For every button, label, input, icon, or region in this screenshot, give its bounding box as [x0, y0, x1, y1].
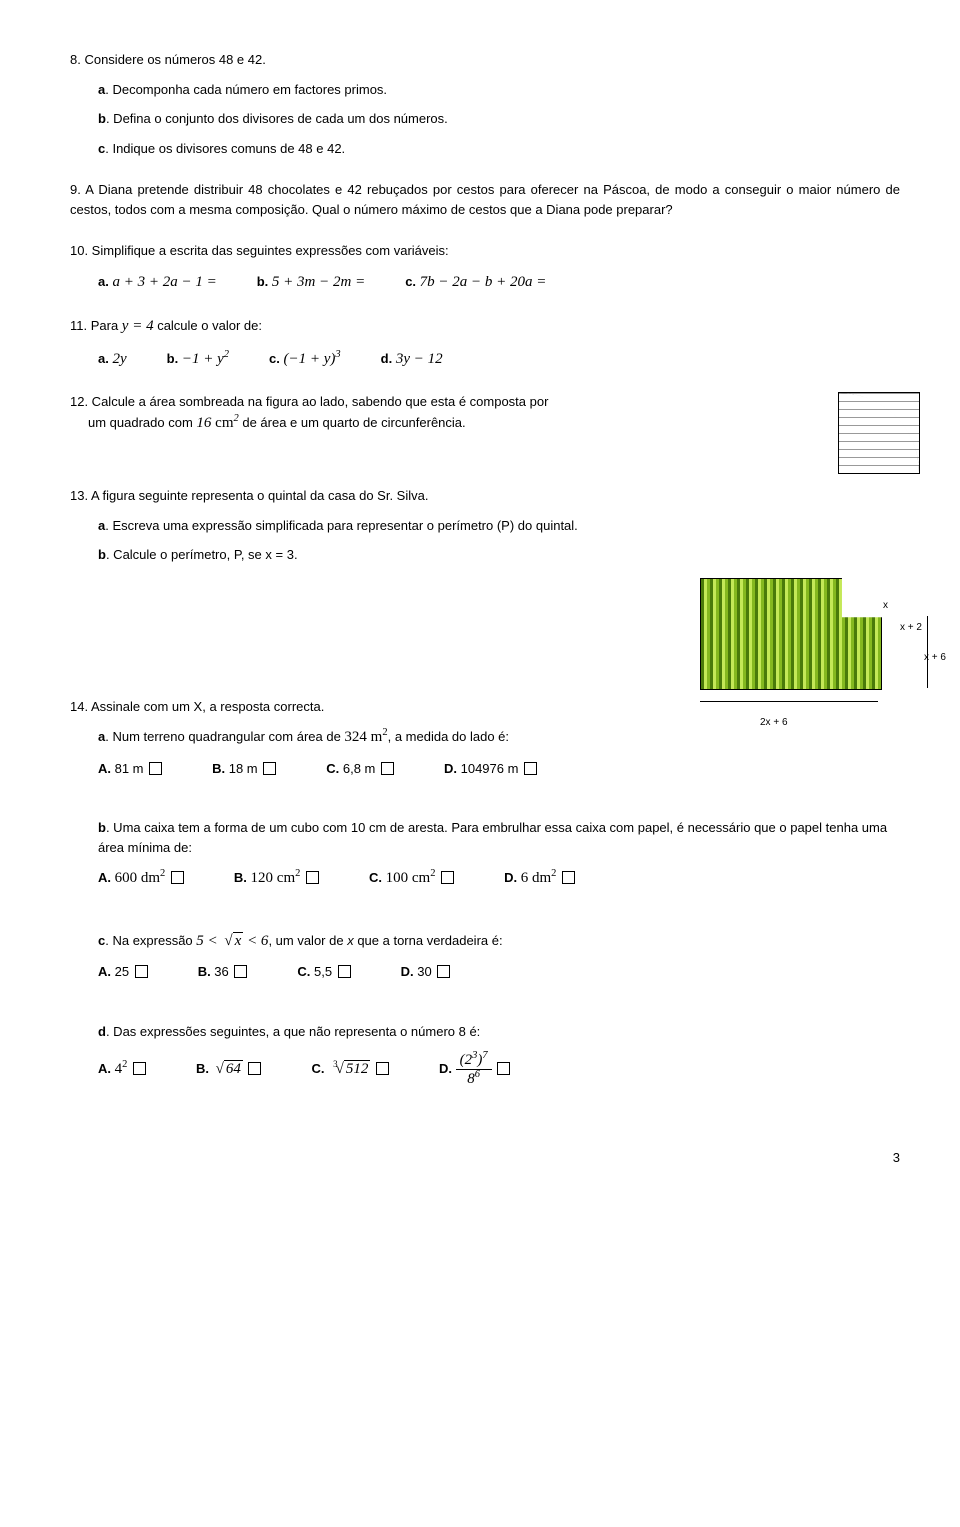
q13-head: 13. A figura seguinte representa o quint…: [70, 486, 900, 506]
q11-d: d. 3y − 12: [381, 348, 443, 371]
garden-arrow-right: [927, 616, 928, 688]
q11-subs: a. 2y b. −1 + y2 c. (−1 + y)3 d. 3y − 12: [98, 348, 900, 371]
question-10: 10. Simplifique a escrita das seguintes …: [70, 241, 900, 293]
q10-b-expr: 5 + 3m − 2m =: [272, 274, 365, 290]
garden-arrow-bottom: [700, 701, 878, 702]
q11-post: calcule o valor de:: [154, 318, 262, 333]
question-13: 13. A figura seguinte representa o quint…: [70, 486, 900, 565]
q14c-opt-d[interactable]: D. 30: [401, 962, 451, 982]
q14a-pre: a. Num terreno quadrangular com área de: [98, 729, 344, 744]
q14c-options: A. 25 B. 36 C. 5,5 D. 30: [98, 962, 900, 982]
q14a-opt-c[interactable]: C. 6,8 m: [326, 759, 394, 779]
q8-head: 8. Considere os números 48 e 42.: [70, 50, 900, 70]
sub-label: d.: [381, 351, 393, 366]
q13-b: b. Calcule o perímetro, P, se x = 3.: [98, 545, 900, 565]
garden-shape: [700, 578, 882, 690]
q14c-rad: x: [233, 932, 244, 949]
q12-line1: 12. Calcule a área sombreada na figura a…: [70, 392, 900, 412]
sub-label: a.: [98, 351, 109, 366]
q14d-opt-a[interactable]: A. 42: [98, 1058, 146, 1081]
sub-label: b: [98, 111, 106, 126]
q11-b-expr: −1 + y2: [182, 351, 229, 367]
q14b-options: A. 600 dm2 B. 120 cm2 C. 100 cm2 D. 6 dm…: [98, 867, 900, 890]
garden-label-x: x: [883, 598, 888, 613]
q14c-opt-a[interactable]: A. 25: [98, 962, 148, 982]
q14a-opt-a[interactable]: A. 81 m: [98, 759, 162, 779]
q14a-opt-d[interactable]: D. 104976 m: [444, 759, 537, 779]
q14a-options: A. 81 m B. 18 m C. 6,8 m D. 104976 m: [98, 759, 900, 779]
q14a-post: , a medida do lado é:: [388, 729, 509, 744]
sub-label: b: [98, 547, 106, 562]
q11-d-expr: 3y − 12: [396, 351, 443, 367]
q11-pre: 11. Para: [70, 318, 122, 333]
q11-b: b. −1 + y2: [167, 348, 229, 371]
q14b-opt-c[interactable]: C. 100 cm2: [369, 867, 454, 890]
q8-c: c. Indique os divisores comuns de 48 e 4…: [98, 139, 900, 159]
q10-c: c. 7b − 2a − b + 20a =: [405, 271, 546, 294]
sub-label: b: [98, 820, 106, 835]
garden-figure: x x + 2 x + 6 2x + 6: [700, 578, 920, 718]
question-12: 12. Calcule a área sombreada na figura a…: [70, 392, 900, 434]
q8-c-vis: . Indique os divisores comuns de 48 e 42…: [105, 141, 345, 156]
q11-c: c. (−1 + y)3: [269, 348, 341, 371]
sub-label: d: [98, 1024, 106, 1039]
q14d-options: A. 42 B. 64 C. 3512 D. (23)786: [98, 1051, 900, 1088]
q12-l2-pre: um quadrado com: [88, 415, 196, 430]
q14d-opt-b[interactable]: B. 64: [196, 1058, 261, 1081]
q9-text: 9. A Diana pretende distribuir 48 chocol…: [70, 180, 900, 219]
question-14: 14. Assinale com um X, a resposta correc…: [70, 697, 900, 1089]
q12-l2-post: de área e um quarto de circunferência.: [239, 415, 466, 430]
q13-a: a. Escreva uma expressão simplificada pa…: [98, 516, 900, 536]
q8-a-vis: . Decomponha cada número em factores pri…: [105, 82, 387, 97]
q11-eq: y = 4: [122, 318, 154, 334]
question-8: 8. Considere os números 48 e 42. aa. Dec…: [70, 50, 900, 158]
q12-line2: um quadrado com 16 cm2 de área e um quar…: [88, 412, 900, 435]
q10-head: 10. Simplifique a escrita das seguintes …: [70, 241, 900, 261]
q10-a-expr: a + 3 + 2a − 1 =: [112, 274, 216, 290]
q14b-opt-a[interactable]: A. 600 dm2: [98, 867, 184, 890]
q11-a-expr: 2y: [112, 351, 126, 367]
q14d-d-bot: 86: [456, 1070, 492, 1088]
sub-label: c.: [405, 274, 416, 289]
q14d-opt-d[interactable]: D. (23)786: [439, 1051, 510, 1088]
page-number: 3: [70, 1148, 900, 1168]
sub-label: b.: [167, 351, 179, 366]
q14d-d-top: (23)7: [456, 1051, 492, 1070]
question-11: 11. Para y = 4 calcule o valor de: a. 2y…: [70, 315, 900, 370]
garden-label-2xp6: 2x + 6: [760, 715, 788, 730]
garden-label-xp2: x + 2: [900, 620, 922, 635]
q14c-opt-c[interactable]: C. 5,5: [297, 962, 350, 982]
q11-a: a. 2y: [98, 348, 127, 371]
q8-a: aa. Decomponha cada número em factores p…: [98, 80, 900, 100]
q14d-c-rad: 512: [344, 1060, 371, 1077]
q14-b: b. Uma caixa tem a forma de um cubo com …: [98, 818, 900, 857]
q10-subs: a. a + 3 + 2a − 1 = b. 5 + 3m − 2m = c. …: [98, 271, 900, 294]
q8-b: b. Defina o conjunto dos divisores de ca…: [98, 109, 900, 129]
question-9: 9. A Diana pretende distribuir 48 chocol…: [70, 180, 900, 219]
q8-b-vis: . Defina o conjunto dos divisores de cad…: [106, 111, 448, 126]
q10-c-expr: 7b − 2a − b + 20a =: [420, 274, 547, 290]
q14c-opt-b[interactable]: B. 36: [198, 962, 248, 982]
sub-label: c.: [269, 351, 280, 366]
q14a-area: 324 m2: [344, 729, 387, 745]
sub-label: b.: [257, 274, 269, 289]
q14b-opt-d[interactable]: D. 6 dm2: [504, 867, 575, 890]
q10-b: b. 5 + 3m − 2m =: [257, 271, 365, 294]
q11-c-expr: (−1 + y)3: [283, 351, 340, 367]
q11-head: 11. Para y = 4 calcule o valor de:: [70, 315, 900, 338]
quarter-circle-figure: [838, 392, 920, 474]
q14a-opt-b[interactable]: B. 18 m: [212, 759, 276, 779]
sub-label: a.: [98, 274, 109, 289]
q14d-b-rad: 64: [224, 1060, 243, 1077]
q10-a: a. a + 3 + 2a − 1 =: [98, 271, 217, 294]
q14-c: c. Na expressão 5 < x < 6, um valor de x…: [98, 930, 900, 953]
sub-label: a: [98, 518, 105, 533]
q14-d: d. Das expressões seguintes, a que não r…: [98, 1022, 900, 1042]
q14d-opt-c[interactable]: C. 3512: [311, 1058, 388, 1081]
sub-label: c: [98, 933, 105, 948]
q12-expr: 16 cm2: [196, 415, 238, 431]
q14b-opt-b[interactable]: B. 120 cm2: [234, 867, 319, 890]
